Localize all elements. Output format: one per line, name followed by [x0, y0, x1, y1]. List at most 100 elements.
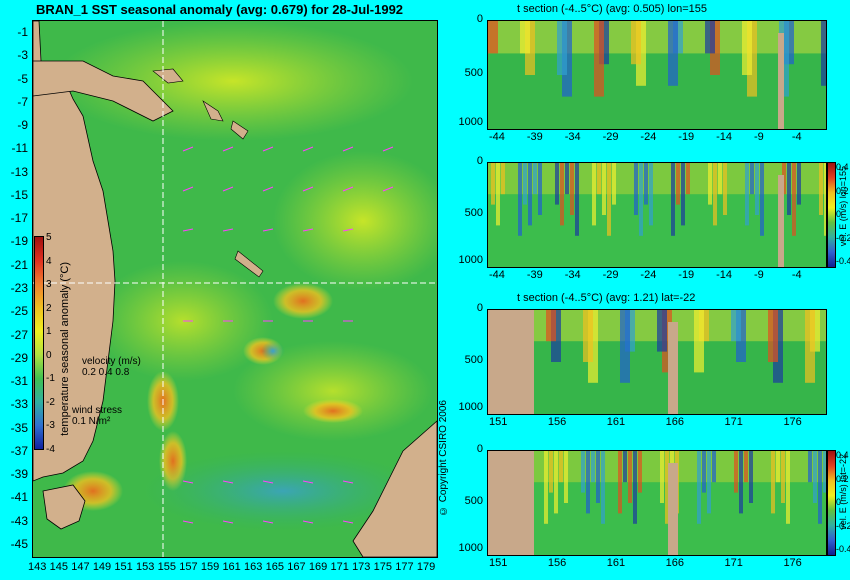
map-lon-tick: 173: [352, 561, 371, 573]
map-lon-tick: 169: [308, 561, 328, 573]
section-y-tick: 1000: [458, 116, 483, 128]
map-colorbar-tick: 0: [46, 349, 52, 361]
section-x-tick: -4: [791, 131, 802, 143]
map-lon-tick: 145: [49, 561, 68, 573]
map-lat-tick: -7: [17, 94, 28, 109]
section-colorbar-tick: 0.2: [836, 473, 849, 484]
map-lat-tick: -43: [10, 513, 28, 528]
map-lat-axis: -1 -3 -5 -7 -9 -11 -13 -15 -17 -19 -21 -23 -25 -27 -29…: [2, 20, 32, 556]
section-x-tick: -44: [489, 269, 505, 281]
map-lat-tick: -35: [10, 420, 28, 435]
section-x-tick: 151: [489, 416, 508, 428]
section-x-tick: -39: [526, 269, 543, 281]
section-x-tick: -14: [716, 269, 733, 281]
section-colorbar-tick: 0.2: [836, 185, 849, 196]
map-lat-tick: -21: [10, 257, 28, 272]
map-colorbar-label: temperature seasonal anomaly (°C): [59, 262, 71, 436]
section-y-tick: 1000: [458, 254, 483, 266]
section-y-tick: 500: [464, 495, 483, 507]
map-lat-tick: -29: [10, 350, 28, 365]
map-lat-tick: -1: [17, 25, 28, 39]
section-colorbar-tick: -0.4: [836, 544, 850, 554]
section-x-tick: -34: [564, 269, 581, 281]
map-lon-tick: 163: [244, 561, 263, 573]
map-lat-tick: -15: [10, 187, 28, 202]
section-panel-title: t section (-4..5°C) (avg: 0.505) lon=155: [517, 3, 707, 15]
map-colorbar-tick: -1: [46, 373, 55, 385]
section-x-tick: 171: [724, 416, 743, 428]
section-colorbar-tick: -0.4: [836, 256, 850, 266]
section-colorbar-tick: -0.2: [836, 232, 850, 243]
map-lon-tick: 161: [222, 561, 241, 573]
section-panel[interactable]: [487, 309, 827, 415]
copyright-text: © Copyright CSIRO 2006: [438, 400, 449, 517]
map-colorbar-tick: 4: [46, 255, 52, 267]
wind-stress-legend-value: 0.1 N/m²: [72, 416, 111, 427]
section-y-tick: 0: [476, 155, 483, 167]
wind-stress-legend: wind stress 0.1 N/m²: [72, 405, 142, 427]
section-x-tick: 156: [547, 557, 567, 569]
section-x-tick: -44: [489, 131, 505, 143]
section-x-tick: 161: [606, 416, 626, 428]
section-y-tick: 1000: [458, 401, 483, 413]
map-lat-tick: -17: [10, 211, 28, 226]
section-x-tick: -24: [640, 269, 657, 281]
section-panel[interactable]: [487, 450, 827, 556]
section-colorbar-label: vel. E (m/s) lon=155: [838, 166, 848, 247]
map-lat-tick: -41: [10, 490, 28, 505]
map-lat-tick: -11: [11, 141, 28, 156]
section-panel[interactable]: [487, 162, 827, 268]
section-colorbar-tick: 0.4: [836, 162, 849, 172]
map-colorbar: [34, 236, 44, 450]
map-lat-tick: -37: [10, 443, 28, 458]
section-x-tick: 166: [665, 557, 685, 569]
section-canvas: [488, 310, 826, 414]
section-panel-title: t section (-4..5°C) (avg: 1.21) lat=-22: [517, 292, 696, 304]
section-x-tick: -19: [678, 269, 695, 281]
section-x-tick: -19: [678, 131, 695, 143]
section-canvas: [488, 451, 826, 555]
map-lon-tick: 157: [179, 561, 198, 573]
section-x-tick: -9: [754, 269, 764, 281]
map-lon-axis: 143 145 147 149 151 153 155 157 159 161 163 165 167 1…: [28, 561, 436, 577]
map-lon-tick: 165: [265, 561, 284, 573]
wind-stress-legend-label: wind stress: [72, 405, 123, 416]
map-lat-tick: -39: [10, 467, 28, 482]
section-x-tick: -24: [640, 131, 657, 143]
sst-anomaly-map[interactable]: [32, 20, 438, 558]
section-colorbar-label: vel. E (m/s) lat=-22: [838, 454, 848, 530]
section-x-tick: 176: [783, 416, 802, 428]
velocity-legend-values: 0.2 0.4 0.8: [82, 367, 130, 378]
section-x-tick: 176: [783, 557, 802, 569]
map-lon-tick: 159: [200, 561, 220, 573]
map-lon-tick: 179: [416, 561, 436, 573]
section-x-tick: -29: [602, 131, 619, 143]
map-colorbar-tick: -4: [46, 444, 55, 455]
map-colorbar-tick: -2: [46, 396, 55, 408]
section-x-tick: -39: [526, 131, 543, 143]
map-lat-tick: -9: [17, 118, 28, 133]
section-colorbar: [827, 450, 836, 556]
map-lat-tick: -33: [10, 397, 28, 412]
section-colorbar-tick: 0: [836, 209, 842, 219]
section-y-tick: 500: [464, 67, 483, 79]
section-y-tick: 1000: [458, 542, 483, 554]
section-y-tick: 0: [476, 13, 483, 25]
map-colorbar-tick: 5: [46, 232, 52, 243]
map-lon-tick: 155: [157, 561, 176, 573]
section-y-tick: 500: [464, 354, 483, 366]
section-y-tick: 0: [476, 302, 483, 314]
section-x-tick: -34: [564, 131, 581, 143]
map-lon-tick: 149: [92, 561, 112, 573]
map-lon-tick: 167: [287, 561, 306, 573]
section-x-tick: -14: [716, 131, 733, 143]
section-panel[interactable]: [487, 20, 827, 130]
section-x-tick: 151: [489, 557, 508, 569]
map-lon-tick: 177: [395, 561, 414, 573]
section-y-tick: 0: [476, 443, 483, 455]
section-colorbar-tick: -0.2: [836, 520, 850, 531]
map-lon-tick: 153: [136, 561, 155, 573]
map-lat-tick: -23: [10, 281, 28, 295]
map-lon-tick: 171: [330, 561, 349, 573]
section-x-tick: 156: [547, 416, 567, 428]
